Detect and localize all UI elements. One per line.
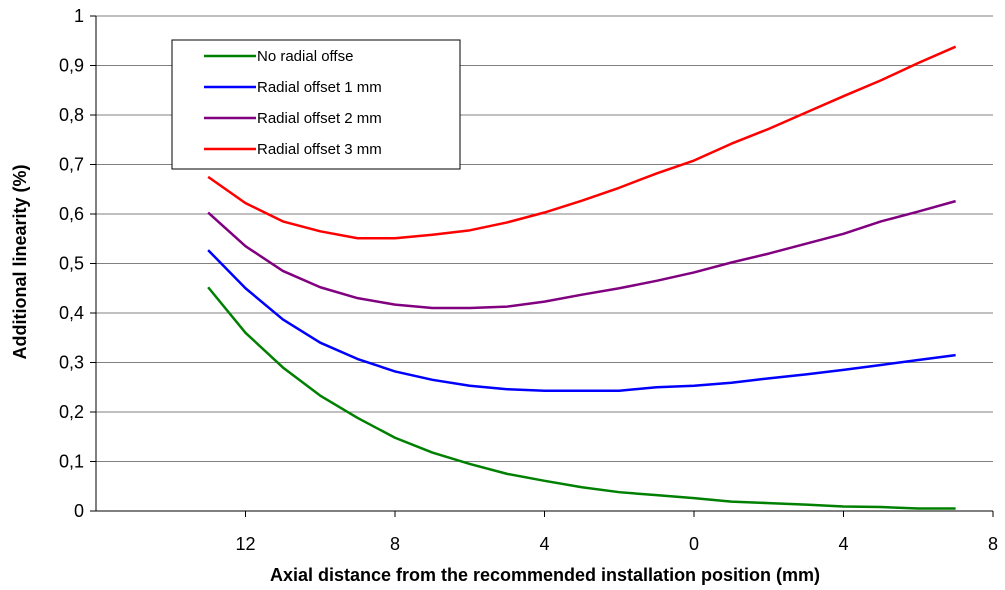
legend-label: Radial offset 2 mm xyxy=(257,110,382,127)
x-axis-title: Axial distance from the recommended inst… xyxy=(270,565,820,585)
legend-label: Radial offset 1 mm xyxy=(257,79,382,96)
x-tick-label: 12 xyxy=(235,534,255,554)
x-tick-label: 0 xyxy=(689,534,699,554)
y-tick-label: 0,7 xyxy=(59,155,84,175)
y-tick-labels: 0 0,1 0,2 0,3 0,4 0,5 0,6 0,7 0,8 0,9 1 xyxy=(59,6,84,521)
y-axis-title: Additional linearity (%) xyxy=(10,164,30,359)
y-tick-label: 0,3 xyxy=(59,353,84,373)
x-tick-label: 4 xyxy=(539,534,549,554)
x-tick-label: 4 xyxy=(838,534,848,554)
series-line-1 xyxy=(207,286,956,510)
y-tick-label: 0,5 xyxy=(59,254,84,274)
y-tick-label: 0,8 xyxy=(59,105,84,125)
y-tick-label: 0,4 xyxy=(59,303,84,323)
x-tick-label: 8 xyxy=(988,534,998,554)
series-line-2 xyxy=(207,249,956,392)
x-tick-label: 8 xyxy=(390,534,400,554)
axes xyxy=(95,16,994,517)
y-tick-label: 0,2 xyxy=(59,402,84,422)
x-tick-labels: 12 8 4 0 4 8 xyxy=(235,534,998,554)
y-tick-label: 0,9 xyxy=(59,56,84,76)
y-tick-label: 0,6 xyxy=(59,204,84,224)
y-tick-label: 1 xyxy=(74,6,84,26)
legend-box xyxy=(171,39,461,170)
series-line-3 xyxy=(207,199,956,310)
legend-label: Radial offset 3 mm xyxy=(257,141,382,158)
series-line-4 xyxy=(207,45,957,240)
y-tick-label: 0,1 xyxy=(59,452,84,472)
legend-label: No radial offse xyxy=(257,48,353,65)
legend: No radial offse Radial offset 1 mm Radial … xyxy=(171,39,461,170)
series-lines xyxy=(207,45,957,510)
y-tick-label: 0 xyxy=(74,501,84,521)
